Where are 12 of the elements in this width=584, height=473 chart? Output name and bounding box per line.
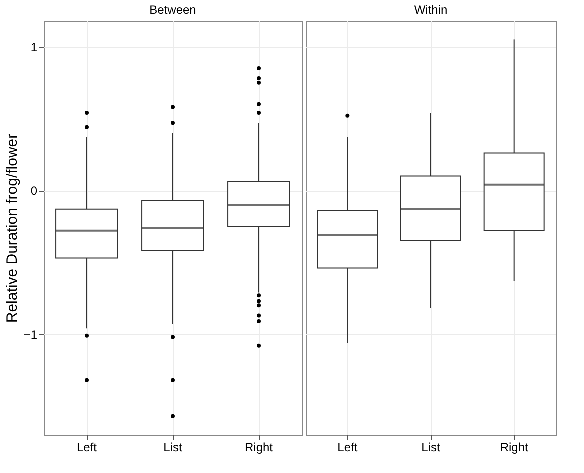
x-tick-label: List — [164, 440, 183, 454]
x-tick-label: Left — [338, 440, 358, 454]
y-tick-label: 0 — [30, 184, 38, 198]
chart-title: Between — [150, 3, 196, 17]
y-axis-title: Relative Duration frog/flower — [4, 134, 21, 324]
y-tick-label: −1 — [24, 328, 38, 342]
x-tick-label: Right — [244, 440, 274, 454]
chart-title: Within — [414, 3, 448, 17]
x-tick-label: Left — [76, 440, 98, 454]
x-tick-label: List — [422, 440, 441, 454]
y-tick-label: 1 — [30, 40, 38, 54]
x-tick-label: Right — [500, 440, 530, 454]
